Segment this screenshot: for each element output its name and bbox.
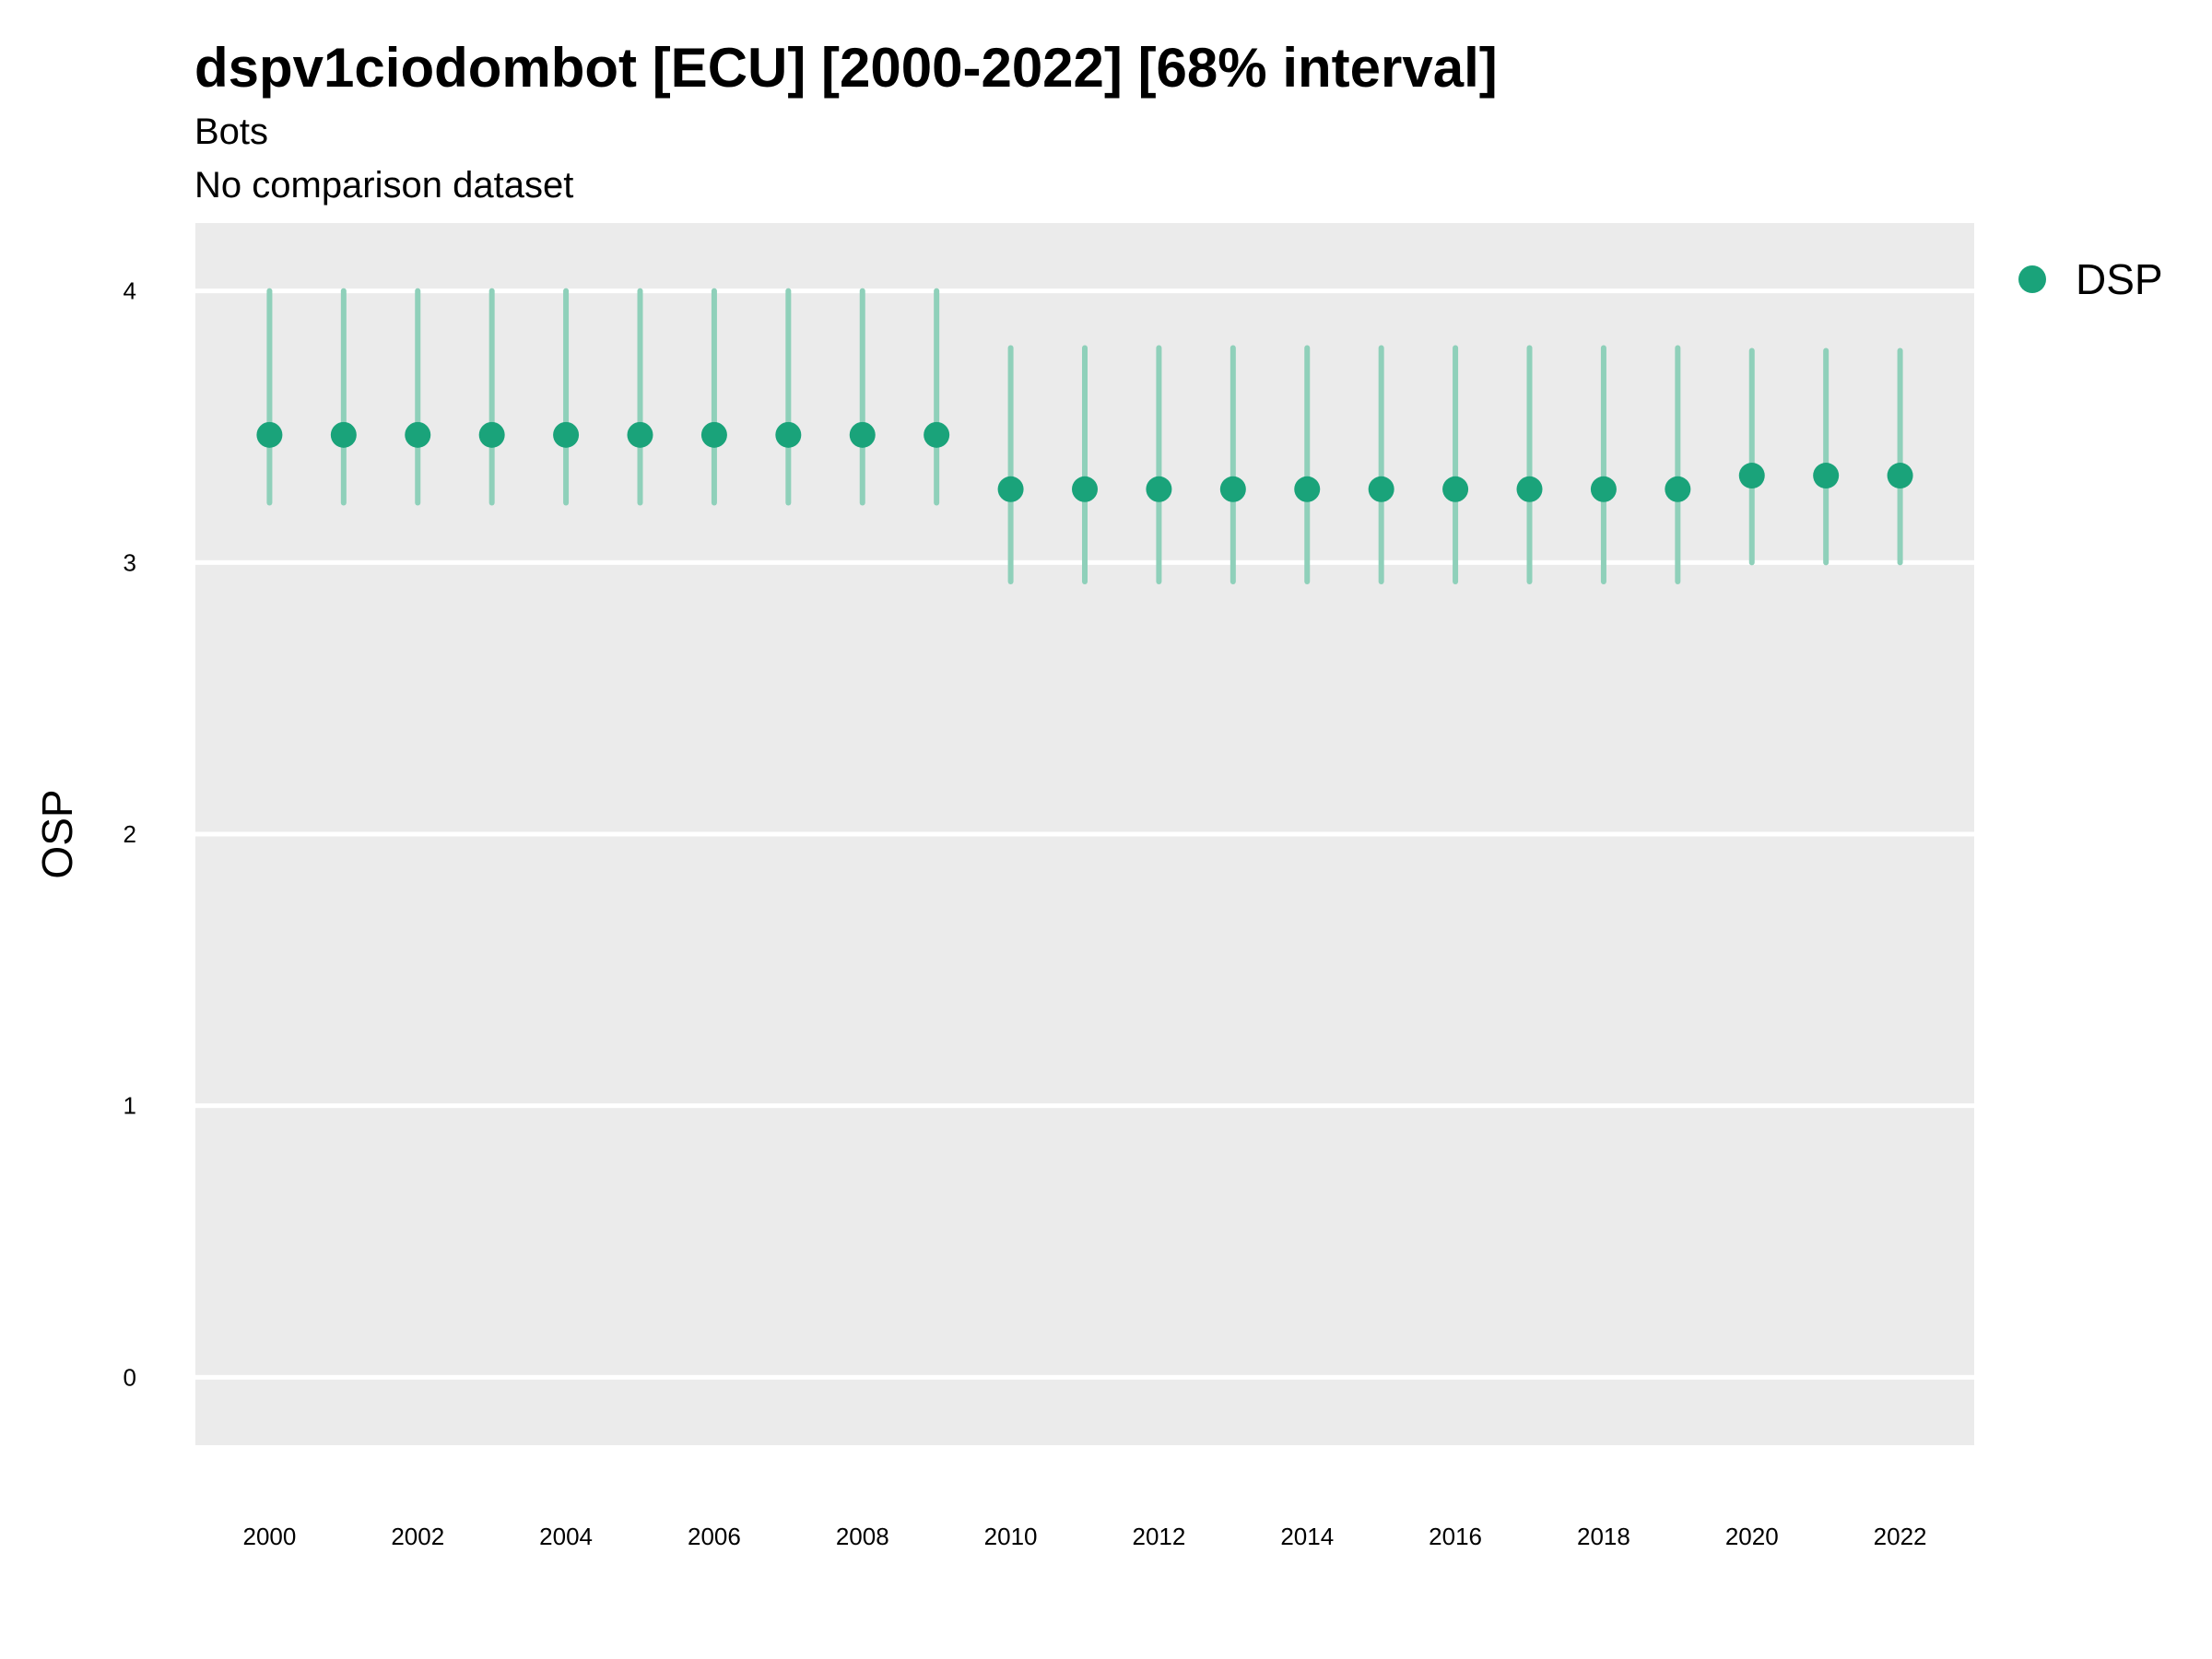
data-point xyxy=(1294,476,1321,502)
data-point xyxy=(478,421,505,448)
legend-marker-dsp xyxy=(2018,265,2046,293)
y-tick-label: 1 xyxy=(124,1092,136,1120)
x-tick-label: 2012 xyxy=(1132,1523,1185,1550)
x-tick-label: 2010 xyxy=(984,1523,1038,1550)
chart-title: dspv1ciodombot [ECU] [2000-2022] [68% in… xyxy=(194,37,1498,99)
legend: DSP xyxy=(2018,255,2163,303)
x-axis-ticks: 2000 2002 2004 2006 2008 2010 2012 2014 2016 2018… xyxy=(242,1523,1926,1550)
data-point xyxy=(1813,463,1840,489)
data-point xyxy=(405,421,431,448)
x-tick-label: 2022 xyxy=(1874,1523,1927,1550)
y-tick-label: 2 xyxy=(124,820,136,848)
x-tick-label: 2014 xyxy=(1280,1523,1334,1550)
data-point xyxy=(1368,476,1394,502)
data-point xyxy=(1072,476,1098,502)
data-point xyxy=(700,421,727,448)
x-tick-label: 2008 xyxy=(836,1523,889,1550)
y-tick-label: 3 xyxy=(124,548,136,576)
data-point xyxy=(1146,476,1172,502)
legend-label-dsp: DSP xyxy=(2076,255,2163,303)
x-tick-label: 2020 xyxy=(1725,1523,1779,1550)
data-point xyxy=(1665,476,1691,502)
data-point xyxy=(256,421,283,448)
data-point xyxy=(1442,476,1469,502)
data-point xyxy=(1590,476,1617,502)
data-point xyxy=(1516,476,1543,502)
data-point xyxy=(1887,463,1913,489)
data-point xyxy=(924,421,950,448)
error-bars xyxy=(266,288,1903,584)
data-point xyxy=(1738,463,1765,489)
data-point xyxy=(553,421,580,448)
data-point xyxy=(627,421,653,448)
data-point xyxy=(1219,476,1246,502)
data-point xyxy=(775,421,802,448)
y-axis-ticks: 0 1 2 3 4 xyxy=(124,277,136,1392)
data-point xyxy=(849,421,876,448)
x-tick-label: 2004 xyxy=(539,1523,593,1550)
y-tick-label: 4 xyxy=(124,277,136,305)
x-tick-label: 2002 xyxy=(391,1523,444,1550)
chart-subtitle-line-1: Bots xyxy=(194,112,268,152)
x-tick-label: 2006 xyxy=(688,1523,741,1550)
x-tick-label: 2018 xyxy=(1577,1523,1630,1550)
x-tick-label: 2000 xyxy=(242,1523,296,1550)
data-points xyxy=(256,421,1913,502)
y-axis-title: OSP xyxy=(33,789,81,878)
chart-subtitle-line-2: No comparison dataset xyxy=(194,165,573,206)
data-point xyxy=(330,421,357,448)
data-point xyxy=(997,476,1024,502)
x-tick-label: 2016 xyxy=(1429,1523,1482,1550)
y-tick-label: 0 xyxy=(124,1363,136,1391)
